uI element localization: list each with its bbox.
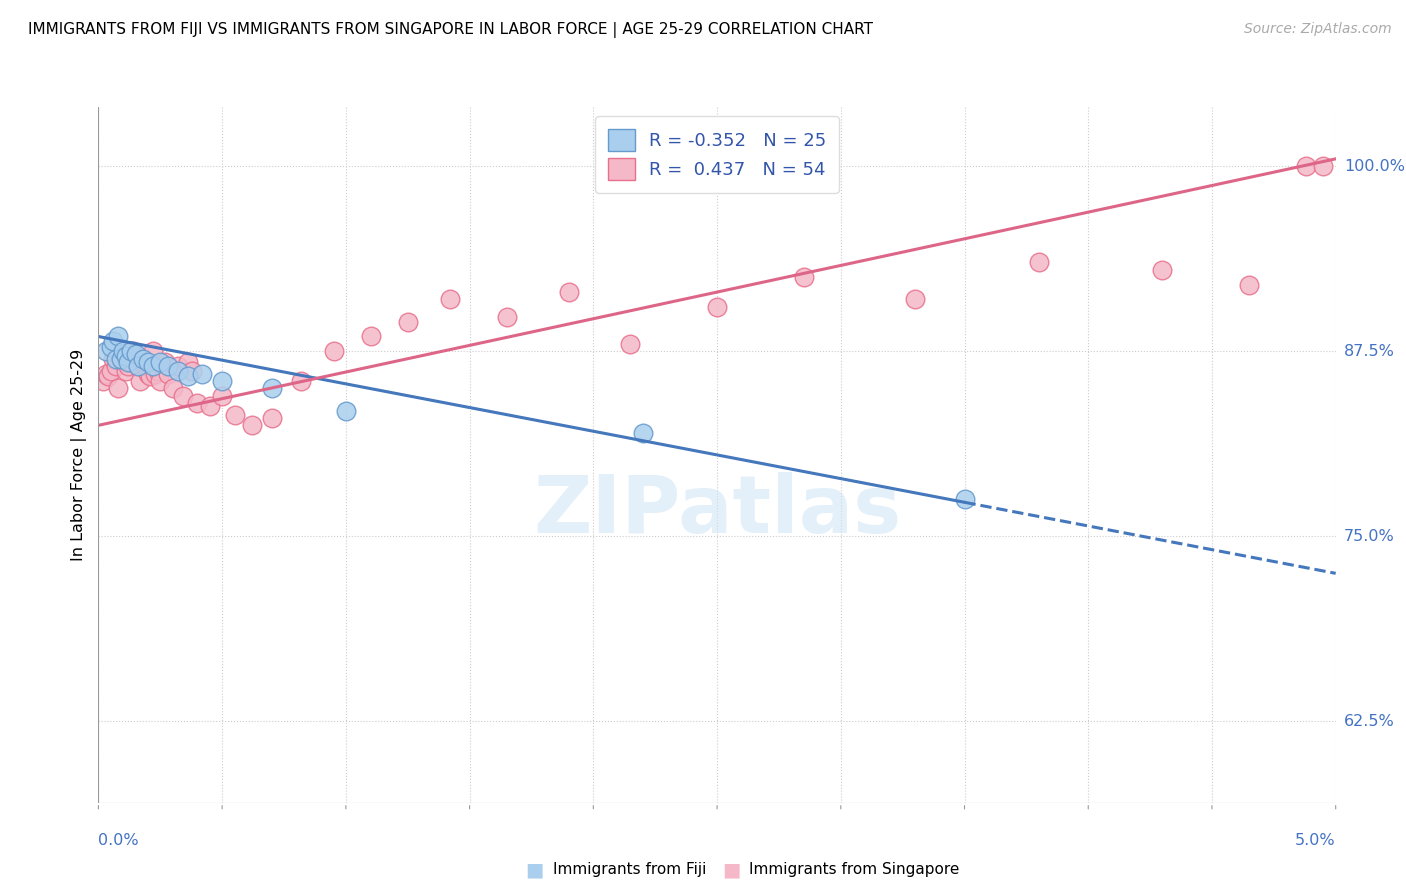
Point bbox=[104, 359, 127, 373]
Point bbox=[94, 367, 117, 381]
Point bbox=[1028, 255, 1050, 269]
Point bbox=[155, 354, 177, 368]
Point bbox=[124, 354, 146, 368]
Point bbox=[110, 344, 132, 359]
Point bbox=[129, 374, 152, 388]
Point bbox=[117, 359, 139, 373]
Y-axis label: In Labor Force | Age 25-29: In Labor Force | Age 25-29 bbox=[72, 349, 87, 561]
Text: 62.5%: 62.5% bbox=[1344, 714, 1395, 729]
Point bbox=[631, 425, 654, 440]
Point bbox=[162, 381, 184, 395]
Point bbox=[335, 403, 357, 417]
Point bbox=[132, 351, 155, 366]
Point bbox=[103, 334, 125, 348]
Point bbox=[112, 344, 135, 359]
Point bbox=[1295, 159, 1317, 173]
Text: 0.0%: 0.0% bbox=[98, 833, 139, 848]
Point bbox=[953, 492, 976, 507]
Point bbox=[132, 351, 155, 366]
Point bbox=[136, 354, 159, 368]
Point bbox=[904, 293, 927, 307]
Point bbox=[93, 374, 115, 388]
Point bbox=[107, 329, 129, 343]
Point bbox=[122, 344, 145, 359]
Point bbox=[211, 374, 233, 388]
Point bbox=[117, 354, 139, 368]
Point bbox=[120, 354, 142, 368]
Point bbox=[1237, 277, 1260, 292]
Point bbox=[142, 359, 165, 373]
Point bbox=[166, 363, 188, 377]
Point bbox=[107, 381, 129, 395]
Point bbox=[1312, 159, 1334, 173]
Point bbox=[360, 329, 382, 343]
Point bbox=[120, 344, 142, 359]
Point bbox=[439, 293, 461, 307]
Point bbox=[176, 369, 198, 384]
Point bbox=[149, 374, 172, 388]
Text: 5.0%: 5.0% bbox=[1295, 833, 1336, 848]
Text: Source: ZipAtlas.com: Source: ZipAtlas.com bbox=[1244, 22, 1392, 37]
Text: 100.0%: 100.0% bbox=[1344, 159, 1405, 174]
Point bbox=[186, 396, 208, 410]
Point bbox=[1152, 263, 1174, 277]
Point bbox=[94, 344, 117, 359]
Text: 75.0%: 75.0% bbox=[1344, 529, 1395, 544]
Point bbox=[240, 418, 263, 433]
Point bbox=[176, 354, 198, 368]
Point bbox=[127, 359, 149, 373]
Point bbox=[191, 367, 214, 381]
Point bbox=[260, 381, 283, 395]
Point bbox=[166, 359, 188, 373]
Text: ■: ■ bbox=[721, 860, 741, 880]
Point bbox=[322, 344, 344, 359]
Text: IMMIGRANTS FROM FIJI VS IMMIGRANTS FROM SINGAPORE IN LABOR FORCE | AGE 25-29 COR: IMMIGRANTS FROM FIJI VS IMMIGRANTS FROM … bbox=[28, 22, 873, 38]
Point bbox=[142, 344, 165, 359]
Point bbox=[124, 347, 146, 361]
Point bbox=[104, 351, 127, 366]
Text: ZIPatlas: ZIPatlas bbox=[533, 472, 901, 549]
Text: 87.5%: 87.5% bbox=[1344, 343, 1395, 359]
Point bbox=[136, 367, 159, 381]
Point bbox=[495, 310, 517, 325]
Point bbox=[557, 285, 579, 299]
Point bbox=[100, 363, 122, 377]
Point bbox=[139, 369, 162, 384]
Point bbox=[198, 399, 221, 413]
Point bbox=[211, 389, 233, 403]
Point bbox=[156, 359, 179, 373]
Text: Immigrants from Singapore: Immigrants from Singapore bbox=[749, 863, 960, 877]
Text: Immigrants from Fiji: Immigrants from Fiji bbox=[553, 863, 706, 877]
Point bbox=[114, 349, 136, 363]
Point bbox=[181, 363, 204, 377]
Point bbox=[793, 270, 815, 285]
Point bbox=[103, 351, 125, 366]
Text: ■: ■ bbox=[524, 860, 544, 880]
Point bbox=[114, 363, 136, 377]
Point bbox=[149, 354, 172, 368]
Point bbox=[260, 411, 283, 425]
Point bbox=[146, 363, 169, 377]
Point bbox=[100, 340, 122, 354]
Point bbox=[156, 367, 179, 381]
Point bbox=[97, 369, 120, 384]
Point bbox=[112, 354, 135, 368]
Point bbox=[619, 337, 641, 351]
Point bbox=[143, 367, 166, 381]
Point bbox=[290, 374, 312, 388]
Point bbox=[172, 389, 194, 403]
Point bbox=[110, 351, 132, 366]
Point bbox=[127, 359, 149, 373]
Point bbox=[706, 300, 728, 314]
Point bbox=[224, 408, 246, 422]
Legend: R = -0.352   N = 25, R =  0.437   N = 54: R = -0.352 N = 25, R = 0.437 N = 54 bbox=[595, 116, 839, 193]
Point bbox=[112, 351, 135, 366]
Point bbox=[396, 315, 419, 329]
Point bbox=[134, 359, 156, 373]
